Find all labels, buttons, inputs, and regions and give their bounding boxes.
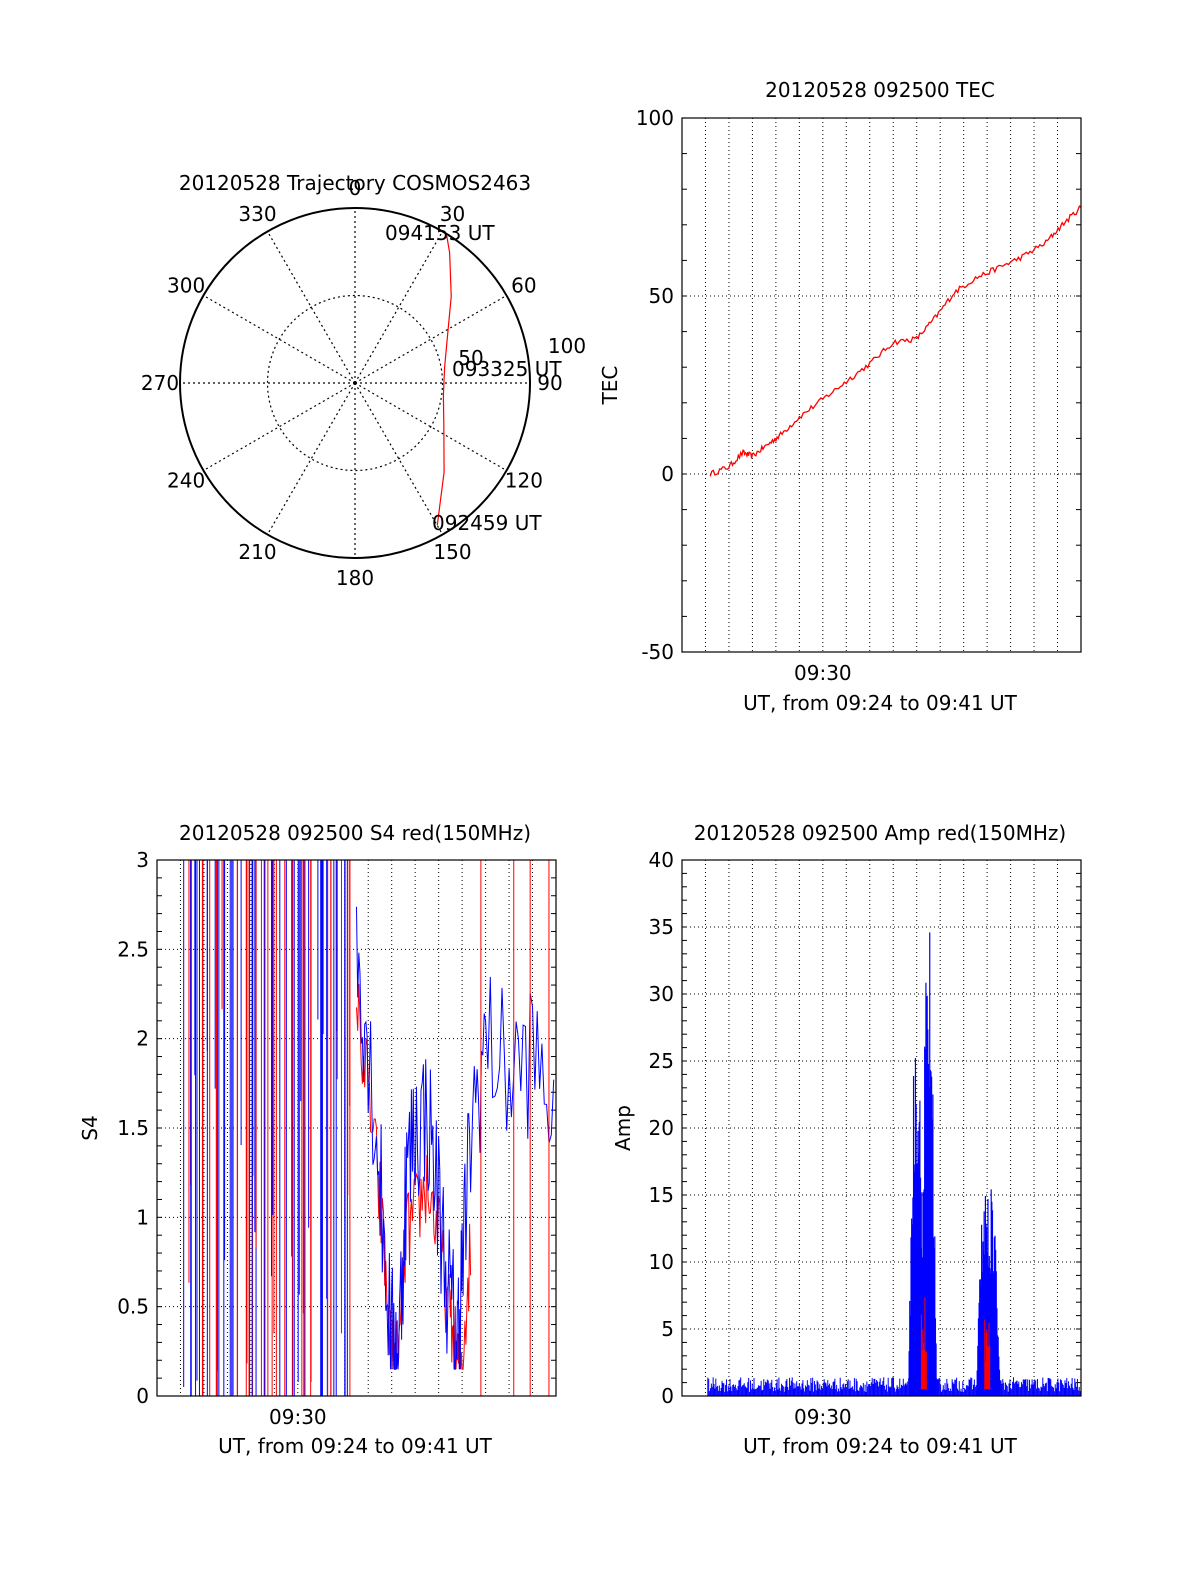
- azimuth-label: 300: [167, 274, 205, 298]
- ytick-label: 0.5: [117, 1295, 149, 1319]
- ytick-label: -50: [641, 640, 674, 664]
- ytick-label: 1.5: [117, 1116, 149, 1140]
- s4-blue-line: [356, 906, 555, 1370]
- azimuth-label: 120: [505, 469, 543, 493]
- polar-outer-circle: [179, 207, 531, 559]
- polar-spoke: [266, 382, 356, 535]
- azimuth-label: 60: [511, 274, 536, 298]
- radius-label-50: 50: [458, 346, 483, 370]
- s4-ylabel: S4: [78, 1115, 102, 1140]
- tec-panel: 20120528 092500 TEC UT, from 09:24 to 09…: [598, 78, 1082, 715]
- time-label-start: 092459 UT: [432, 511, 542, 535]
- plot-frame: [156, 859, 557, 1397]
- ytick-label: 1: [136, 1205, 149, 1229]
- xtick-label: 09:30: [794, 661, 852, 685]
- ytick-label: 0: [661, 1384, 674, 1408]
- polar-spoke: [354, 231, 444, 384]
- azimuth-label: 210: [238, 540, 276, 564]
- polar-spoke: [354, 382, 444, 535]
- azimuth-label: 150: [433, 540, 471, 564]
- time-label-end: 094153 UT: [385, 221, 495, 245]
- tec-ylabel: TEC: [598, 366, 622, 406]
- azimuth-label: 180: [336, 566, 374, 590]
- ytick-label: 25: [649, 1049, 674, 1073]
- polar-title: 20120528 Trajectory COSMOS2463: [179, 171, 531, 195]
- polar-trajectory-panel: 20120528 Trajectory COSMOS2463 0 30 60 90 12…: [141, 171, 586, 590]
- amp-xlabel: UT, from 09:24 to 09:41 UT: [743, 1434, 1018, 1458]
- ytick-label: 5: [661, 1317, 674, 1341]
- plot-frame: [681, 117, 1082, 653]
- azimuth-label: 330: [238, 202, 276, 226]
- ytick-label: 100: [636, 106, 674, 130]
- azimuth-label: 90: [537, 371, 562, 395]
- polar-spoke: [354, 294, 507, 384]
- tec-series-line: [709, 205, 1082, 477]
- amp-title: 20120528 092500 Amp red(150MHz): [694, 821, 1066, 845]
- s4-xlabel: UT, from 09:24 to 09:41 UT: [218, 1434, 493, 1458]
- ytick-label: 2.5: [117, 937, 149, 961]
- trajectory-line: [436, 235, 452, 526]
- ytick-label: 3: [136, 848, 149, 872]
- xtick-label: 09:30: [269, 1405, 327, 1429]
- tec-xlabel: UT, from 09:24 to 09:41 UT: [743, 691, 1018, 715]
- amp-ylabel: Amp: [611, 1105, 635, 1151]
- ytick-label: 50: [649, 284, 674, 308]
- ytick-label: 20: [649, 1116, 674, 1140]
- s4-panel: 20120528 092500 S4 red(150MHz) UT, from …: [78, 821, 557, 1458]
- azimuth-label: 30: [440, 202, 465, 226]
- tec-title: 20120528 092500 TEC: [765, 78, 995, 102]
- time-label-middle: 093325 UT: [452, 357, 562, 381]
- polar-spoke: [266, 231, 356, 384]
- ytick-label: 10: [649, 1250, 674, 1274]
- plot-frame: [681, 859, 1082, 1397]
- ytick-label: 0: [136, 1384, 149, 1408]
- xtick-label: 09:30: [794, 1405, 852, 1429]
- ytick-label: 2: [136, 1027, 149, 1051]
- ytick-label: 15: [649, 1183, 674, 1207]
- polar-spoke: [203, 382, 356, 472]
- azimuth-label: 270: [141, 371, 179, 395]
- ytick-label: 30: [649, 982, 674, 1006]
- azimuth-label: 0: [349, 176, 362, 200]
- polar-inner-circle: [266, 294, 444, 472]
- s4-title: 20120528 092500 S4 red(150MHz): [179, 821, 531, 845]
- ytick-label: 35: [649, 915, 674, 939]
- ytick-label: 40: [649, 848, 674, 872]
- polar-spoke: [354, 382, 507, 472]
- amp-panel: 20120528 092500 Amp red(150MHz) UT, from…: [611, 821, 1082, 1458]
- radius-label-100: 100: [548, 334, 586, 358]
- ytick-label: 0: [661, 462, 674, 486]
- azimuth-label: 240: [167, 469, 205, 493]
- polar-spoke: [203, 294, 356, 384]
